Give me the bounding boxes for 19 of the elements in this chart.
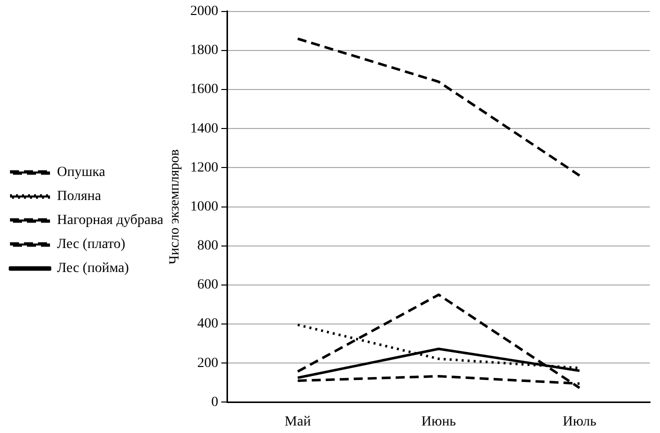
y-tick-label: 600 bbox=[197, 278, 218, 293]
x-tick-label: Июнь bbox=[421, 414, 456, 430]
x-tick-label: Май bbox=[284, 414, 312, 430]
y-tick-label: 1800 bbox=[190, 43, 218, 58]
y-tick-label: 200 bbox=[197, 356, 218, 371]
x-tick-label: Июль bbox=[562, 414, 596, 430]
y-tick-label: 1000 bbox=[190, 199, 218, 214]
legend-label: Опушка bbox=[57, 165, 106, 180]
y-tick-label: 1400 bbox=[190, 121, 218, 136]
y-tick-label: 2000 bbox=[190, 4, 218, 20]
y-tick-label: 0 bbox=[211, 394, 218, 410]
y-tick-label: 1600 bbox=[190, 82, 218, 98]
legend-label: Поляна bbox=[57, 189, 102, 204]
y-tick-label: 400 bbox=[197, 316, 218, 332]
y-tick-label: 800 bbox=[197, 238, 218, 254]
y-axis-title: Число экземпляров bbox=[168, 148, 183, 264]
legend-label: Лес (плато) bbox=[57, 237, 126, 252]
legend-label: Лес (пойма) bbox=[57, 261, 130, 276]
y-tick-label: 1200 bbox=[190, 160, 218, 176]
